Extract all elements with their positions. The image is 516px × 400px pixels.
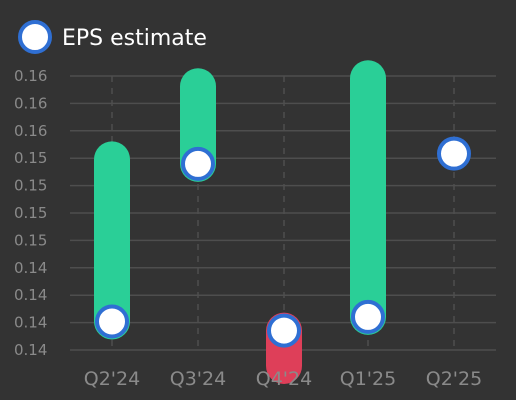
estimate-marker [267, 313, 301, 348]
y-tick-label: 0.16 [14, 122, 47, 140]
x-tick-label: Q4'24 [256, 368, 312, 390]
legend-label: EPS estimate [62, 26, 207, 51]
estimate-marker [181, 146, 215, 181]
estimate-marker [95, 304, 129, 339]
x-tick-label: Q2'25 [426, 368, 482, 390]
y-tick-label: 0.16 [14, 67, 47, 85]
grid [70, 75, 496, 351]
y-tick-label: 0.15 [14, 231, 47, 249]
y-axis: 0.16 0.16 0.16 0.15 0.15 0.15 0.15 0.14 0.14 0.14… [14, 67, 47, 359]
y-tick-label: 0.14 [14, 314, 47, 332]
eps-bar [94, 141, 130, 340]
x-tick-label: Q2'24 [84, 368, 140, 390]
estimate-marker [351, 299, 385, 334]
bars [94, 60, 386, 384]
legend: EPS estimate [18, 20, 207, 54]
estimate-markers [95, 136, 471, 348]
y-tick-label: 0.14 [14, 259, 47, 277]
y-tick-label: 0.15 [14, 204, 47, 222]
x-tick-label: Q1'25 [340, 368, 396, 390]
y-tick-label: 0.16 [14, 94, 47, 112]
y-tick-label: 0.15 [14, 177, 47, 195]
estimate-marker [437, 136, 471, 171]
x-tick-label: Q3'24 [170, 368, 226, 390]
y-tick-label: 0.15 [14, 149, 47, 167]
x-axis: Q2'24 Q3'24 Q4'24 Q1'25 Q2'25 [84, 368, 482, 390]
legend-marker [18, 20, 52, 54]
y-tick-label: 0.14 [14, 286, 47, 304]
y-tick-label: 0.14 [14, 341, 47, 359]
eps-bar [350, 60, 386, 335]
